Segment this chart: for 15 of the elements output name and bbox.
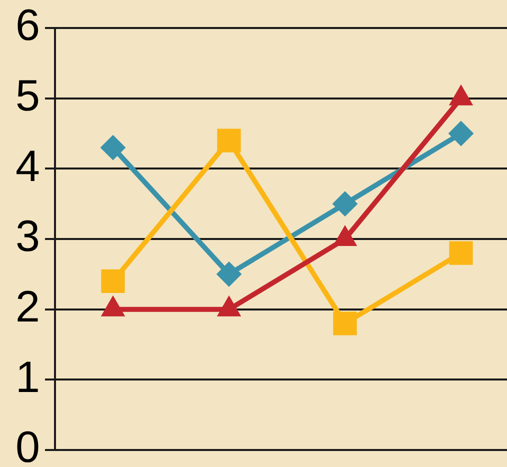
y-tick-label: 1 (16, 352, 40, 402)
y-tick-label: 4 (16, 142, 40, 191)
point (101, 269, 125, 294)
point (333, 312, 357, 336)
point (449, 241, 473, 265)
y-tick-label: 2 (16, 282, 40, 332)
y-tick-label: 5 (16, 71, 40, 120)
y-tick-label: 0 (16, 423, 40, 467)
point (217, 128, 241, 152)
point (216, 262, 242, 287)
y-tick-label: 3 (16, 212, 40, 262)
point (332, 191, 358, 216)
y-tick-label: 6 (16, 1, 40, 50)
point (100, 135, 126, 160)
point (448, 121, 474, 146)
